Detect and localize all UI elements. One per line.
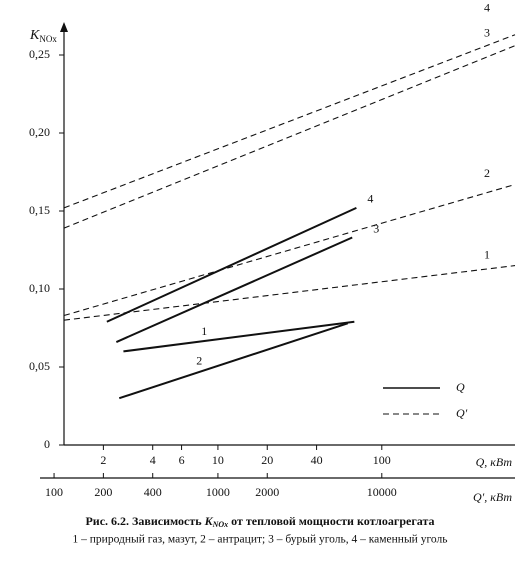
- x2-tick-label: 1000: [206, 485, 230, 499]
- x-label: Q, кВт: [476, 455, 513, 469]
- x2-tick-label: 400: [144, 485, 162, 499]
- series-label: 2: [196, 354, 202, 368]
- x-tick-label: 20: [261, 453, 273, 467]
- x-tick-label: 40: [311, 453, 323, 467]
- x-tick-label: 10: [212, 453, 224, 467]
- series-line: [115, 236, 353, 343]
- y-tick-label: 0,10: [29, 281, 50, 295]
- series-line: [63, 183, 516, 317]
- caption: Рис. 6.2. Зависимость KNOx от тепловой м…: [85, 514, 434, 529]
- x-tick-label: 6: [179, 453, 185, 467]
- series-line: [106, 206, 357, 323]
- legend-label: Q′: [456, 406, 468, 420]
- caption-note: 1 – природный газ, мазут, 2 – антрацит; …: [73, 534, 448, 546]
- y-label-sub: NOx: [39, 34, 57, 44]
- legend-label: Q: [456, 380, 465, 394]
- caption-part: Рис. 6.2. Зависимость: [85, 514, 204, 528]
- y-tick-label: 0,25: [29, 47, 50, 61]
- x-tick-label: 2: [100, 453, 106, 467]
- x2-tick-label: 10000: [367, 485, 397, 499]
- caption-part: K: [204, 514, 214, 528]
- series-line: [63, 45, 516, 229]
- y-axis-arrow: [60, 22, 68, 32]
- x-tick-label: 100: [373, 453, 391, 467]
- x2-tick-label: 200: [94, 485, 112, 499]
- y-tick-label: 0: [44, 437, 50, 451]
- series-line: [63, 265, 516, 321]
- x2-tick-label: 100: [45, 485, 63, 499]
- caption-part: от тепловой мощности котлоагрегата: [228, 514, 434, 528]
- y-label: KNOx: [29, 28, 57, 44]
- series-label: 4: [484, 0, 490, 14]
- series-label: 4: [367, 192, 373, 206]
- series-label: 2: [484, 166, 490, 180]
- y-tick-label: 0,15: [29, 203, 50, 217]
- series-label: 1: [201, 324, 207, 338]
- series-label: 1: [484, 247, 490, 261]
- x-tick-label: 4: [150, 453, 156, 467]
- x2-tick-label: 2000: [255, 485, 279, 499]
- series-line: [118, 322, 349, 400]
- y-tick-label: 0,20: [29, 125, 50, 139]
- series-label: 3: [484, 25, 490, 39]
- series-line: [63, 34, 516, 209]
- series-line: [123, 320, 355, 353]
- x2-label: Q′, кВт: [473, 490, 512, 504]
- caption-part: NOx: [212, 520, 229, 529]
- y-tick-label: 0,05: [29, 359, 50, 373]
- y-label-main: K: [29, 28, 40, 43]
- series-label: 3: [373, 221, 379, 235]
